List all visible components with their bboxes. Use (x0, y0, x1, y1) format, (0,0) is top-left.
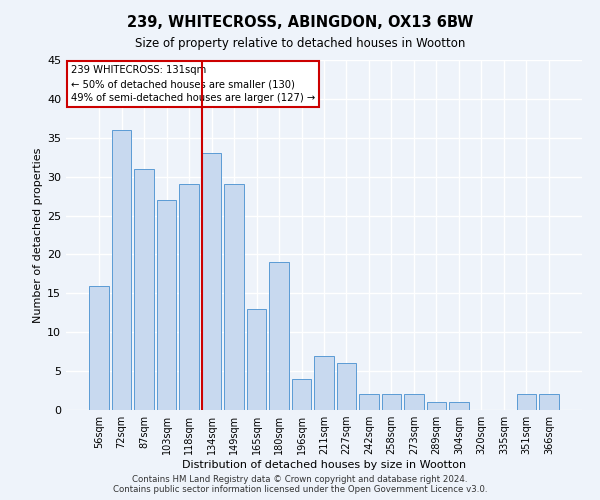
Bar (337, 364, 356, 410)
Bar (292, 379, 311, 410)
X-axis label: Distribution of detached houses by size in Wootton: Distribution of detached houses by size … (182, 460, 466, 470)
Bar (179, 184, 199, 410)
Text: Contains HM Land Registry data © Crown copyright and database right 2024.: Contains HM Land Registry data © Crown c… (132, 475, 468, 484)
Bar (202, 154, 221, 410)
Bar (517, 394, 536, 410)
Text: Size of property relative to detached houses in Wootton: Size of property relative to detached ho… (135, 38, 465, 51)
Bar (359, 394, 379, 410)
Text: 239, WHITECROSS, ABINGDON, OX13 6BW: 239, WHITECROSS, ABINGDON, OX13 6BW (127, 15, 473, 30)
Text: Contains public sector information licensed under the Open Government Licence v3: Contains public sector information licen… (113, 485, 487, 494)
Bar (269, 262, 289, 410)
Y-axis label: Number of detached properties: Number of detached properties (33, 148, 43, 322)
Bar (449, 402, 469, 410)
Bar (247, 309, 266, 410)
Bar (539, 394, 559, 410)
Bar (89, 286, 109, 410)
Text: 239 WHITECROSS: 131sqm
← 50% of detached houses are smaller (130)
49% of semi-de: 239 WHITECROSS: 131sqm ← 50% of detached… (71, 66, 316, 104)
Bar (134, 169, 154, 410)
Bar (157, 200, 176, 410)
Bar (314, 356, 334, 410)
Bar (112, 130, 131, 410)
Bar (427, 402, 446, 410)
Bar (404, 394, 424, 410)
Bar (224, 184, 244, 410)
Bar (382, 394, 401, 410)
